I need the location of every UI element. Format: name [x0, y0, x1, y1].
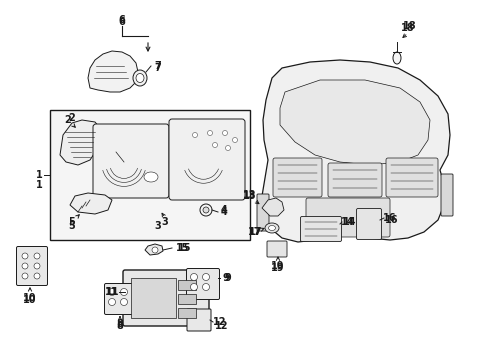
FancyBboxPatch shape — [272, 158, 321, 197]
Ellipse shape — [120, 288, 127, 296]
Text: 15: 15 — [176, 243, 189, 253]
Bar — [178, 308, 196, 318]
Polygon shape — [70, 193, 112, 214]
Text: 5: 5 — [68, 221, 75, 231]
Text: 13: 13 — [243, 190, 256, 200]
Text: 2: 2 — [64, 115, 71, 125]
FancyBboxPatch shape — [169, 119, 244, 200]
Ellipse shape — [136, 73, 143, 82]
Polygon shape — [60, 120, 100, 165]
Ellipse shape — [152, 247, 158, 253]
Text: 13: 13 — [243, 191, 256, 201]
Text: 4: 4 — [220, 205, 227, 215]
Ellipse shape — [34, 263, 40, 269]
Text: 9: 9 — [222, 273, 229, 283]
Text: 16: 16 — [383, 213, 396, 223]
FancyBboxPatch shape — [104, 284, 137, 315]
FancyBboxPatch shape — [186, 309, 210, 331]
Text: 18: 18 — [403, 21, 416, 31]
Ellipse shape — [22, 273, 28, 279]
Text: 12: 12 — [215, 321, 228, 331]
Ellipse shape — [207, 130, 212, 135]
Text: 8: 8 — [116, 319, 123, 329]
Text: 1: 1 — [36, 170, 42, 180]
FancyBboxPatch shape — [440, 174, 452, 216]
Ellipse shape — [212, 143, 217, 148]
Ellipse shape — [202, 274, 209, 280]
Ellipse shape — [202, 284, 209, 291]
Ellipse shape — [203, 207, 208, 213]
Polygon shape — [262, 198, 284, 216]
Polygon shape — [262, 60, 449, 242]
FancyBboxPatch shape — [186, 269, 219, 300]
Text: 17: 17 — [249, 227, 262, 237]
Text: 17: 17 — [248, 227, 261, 237]
Text: 10: 10 — [23, 295, 37, 305]
FancyBboxPatch shape — [17, 247, 47, 285]
FancyBboxPatch shape — [327, 163, 381, 197]
Text: 16: 16 — [385, 215, 398, 225]
Ellipse shape — [34, 273, 40, 279]
Text: 6: 6 — [119, 15, 125, 25]
Polygon shape — [88, 51, 138, 92]
Text: 11: 11 — [106, 287, 120, 297]
FancyBboxPatch shape — [356, 208, 381, 239]
Polygon shape — [280, 80, 429, 165]
FancyBboxPatch shape — [300, 216, 341, 242]
Text: 3: 3 — [154, 221, 161, 231]
Ellipse shape — [225, 145, 230, 150]
Bar — [178, 294, 196, 304]
Text: 5: 5 — [68, 217, 75, 227]
Text: 4: 4 — [220, 207, 227, 217]
Text: 3: 3 — [162, 217, 168, 227]
FancyBboxPatch shape — [257, 194, 268, 231]
Bar — [131, 278, 176, 318]
Ellipse shape — [133, 70, 147, 86]
Polygon shape — [145, 244, 163, 255]
Text: 7: 7 — [154, 63, 161, 73]
Ellipse shape — [108, 288, 115, 296]
FancyBboxPatch shape — [385, 158, 437, 197]
Text: 1: 1 — [36, 180, 42, 190]
Bar — [50, 110, 249, 240]
FancyBboxPatch shape — [123, 270, 208, 326]
Ellipse shape — [34, 253, 40, 259]
Text: 14: 14 — [341, 217, 354, 227]
FancyBboxPatch shape — [93, 124, 169, 198]
Ellipse shape — [222, 130, 227, 135]
Bar — [178, 280, 196, 290]
Ellipse shape — [22, 253, 28, 259]
Ellipse shape — [192, 132, 197, 138]
Text: 15: 15 — [178, 243, 191, 253]
Text: 19: 19 — [271, 263, 284, 273]
Ellipse shape — [190, 274, 197, 280]
Ellipse shape — [200, 204, 212, 216]
Text: 10: 10 — [23, 293, 37, 303]
Ellipse shape — [264, 223, 279, 233]
Ellipse shape — [108, 298, 115, 306]
Text: 19: 19 — [271, 261, 284, 271]
Ellipse shape — [268, 225, 275, 230]
Text: 11: 11 — [105, 287, 119, 297]
Ellipse shape — [22, 263, 28, 269]
Text: 8: 8 — [116, 321, 123, 331]
Text: 7: 7 — [154, 61, 161, 71]
Ellipse shape — [120, 298, 127, 306]
Ellipse shape — [190, 284, 197, 291]
FancyBboxPatch shape — [266, 241, 286, 257]
Text: 18: 18 — [400, 23, 414, 33]
Text: 6: 6 — [119, 17, 125, 27]
Text: 14: 14 — [343, 217, 356, 227]
Text: 9: 9 — [224, 273, 231, 283]
Ellipse shape — [392, 52, 400, 64]
Ellipse shape — [232, 138, 237, 143]
Text: 12: 12 — [213, 317, 226, 327]
Ellipse shape — [143, 172, 158, 182]
FancyBboxPatch shape — [305, 198, 389, 237]
Text: 2: 2 — [68, 113, 75, 123]
